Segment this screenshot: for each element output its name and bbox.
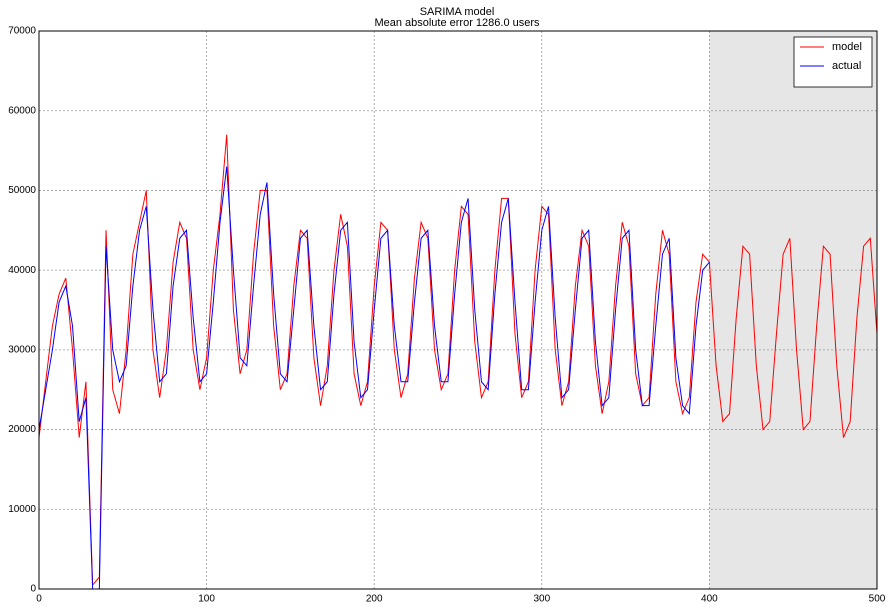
series-line	[38, 166, 710, 590]
shaded-span	[709, 31, 877, 589]
y-tick-label: 0	[30, 584, 36, 595]
x-tick-label: 400	[701, 594, 718, 605]
x-tick-label: 0	[36, 594, 42, 605]
x-tick-label: 200	[366, 594, 383, 605]
y-tick-label: 30000	[8, 344, 36, 355]
y-tick-label: 70000	[8, 26, 36, 37]
y-tick-label: 40000	[8, 265, 36, 276]
legend-label: actual	[832, 60, 861, 72]
x-tick-label: 500	[869, 594, 886, 605]
x-tick-label: 300	[533, 594, 550, 605]
chart-title: SARIMA model	[420, 6, 495, 18]
y-tick-label: 60000	[8, 105, 36, 116]
chart-subtitle: Mean absolute error 1286.0 users	[374, 17, 540, 29]
legend-box	[793, 36, 873, 88]
legend-label: model	[832, 41, 862, 53]
plot-frame	[38, 30, 878, 590]
x-tick-label: 100	[198, 594, 215, 605]
series-line	[38, 134, 878, 587]
y-tick-label: 50000	[8, 185, 36, 196]
y-tick-label: 20000	[8, 424, 36, 435]
y-tick-label: 10000	[8, 504, 36, 515]
